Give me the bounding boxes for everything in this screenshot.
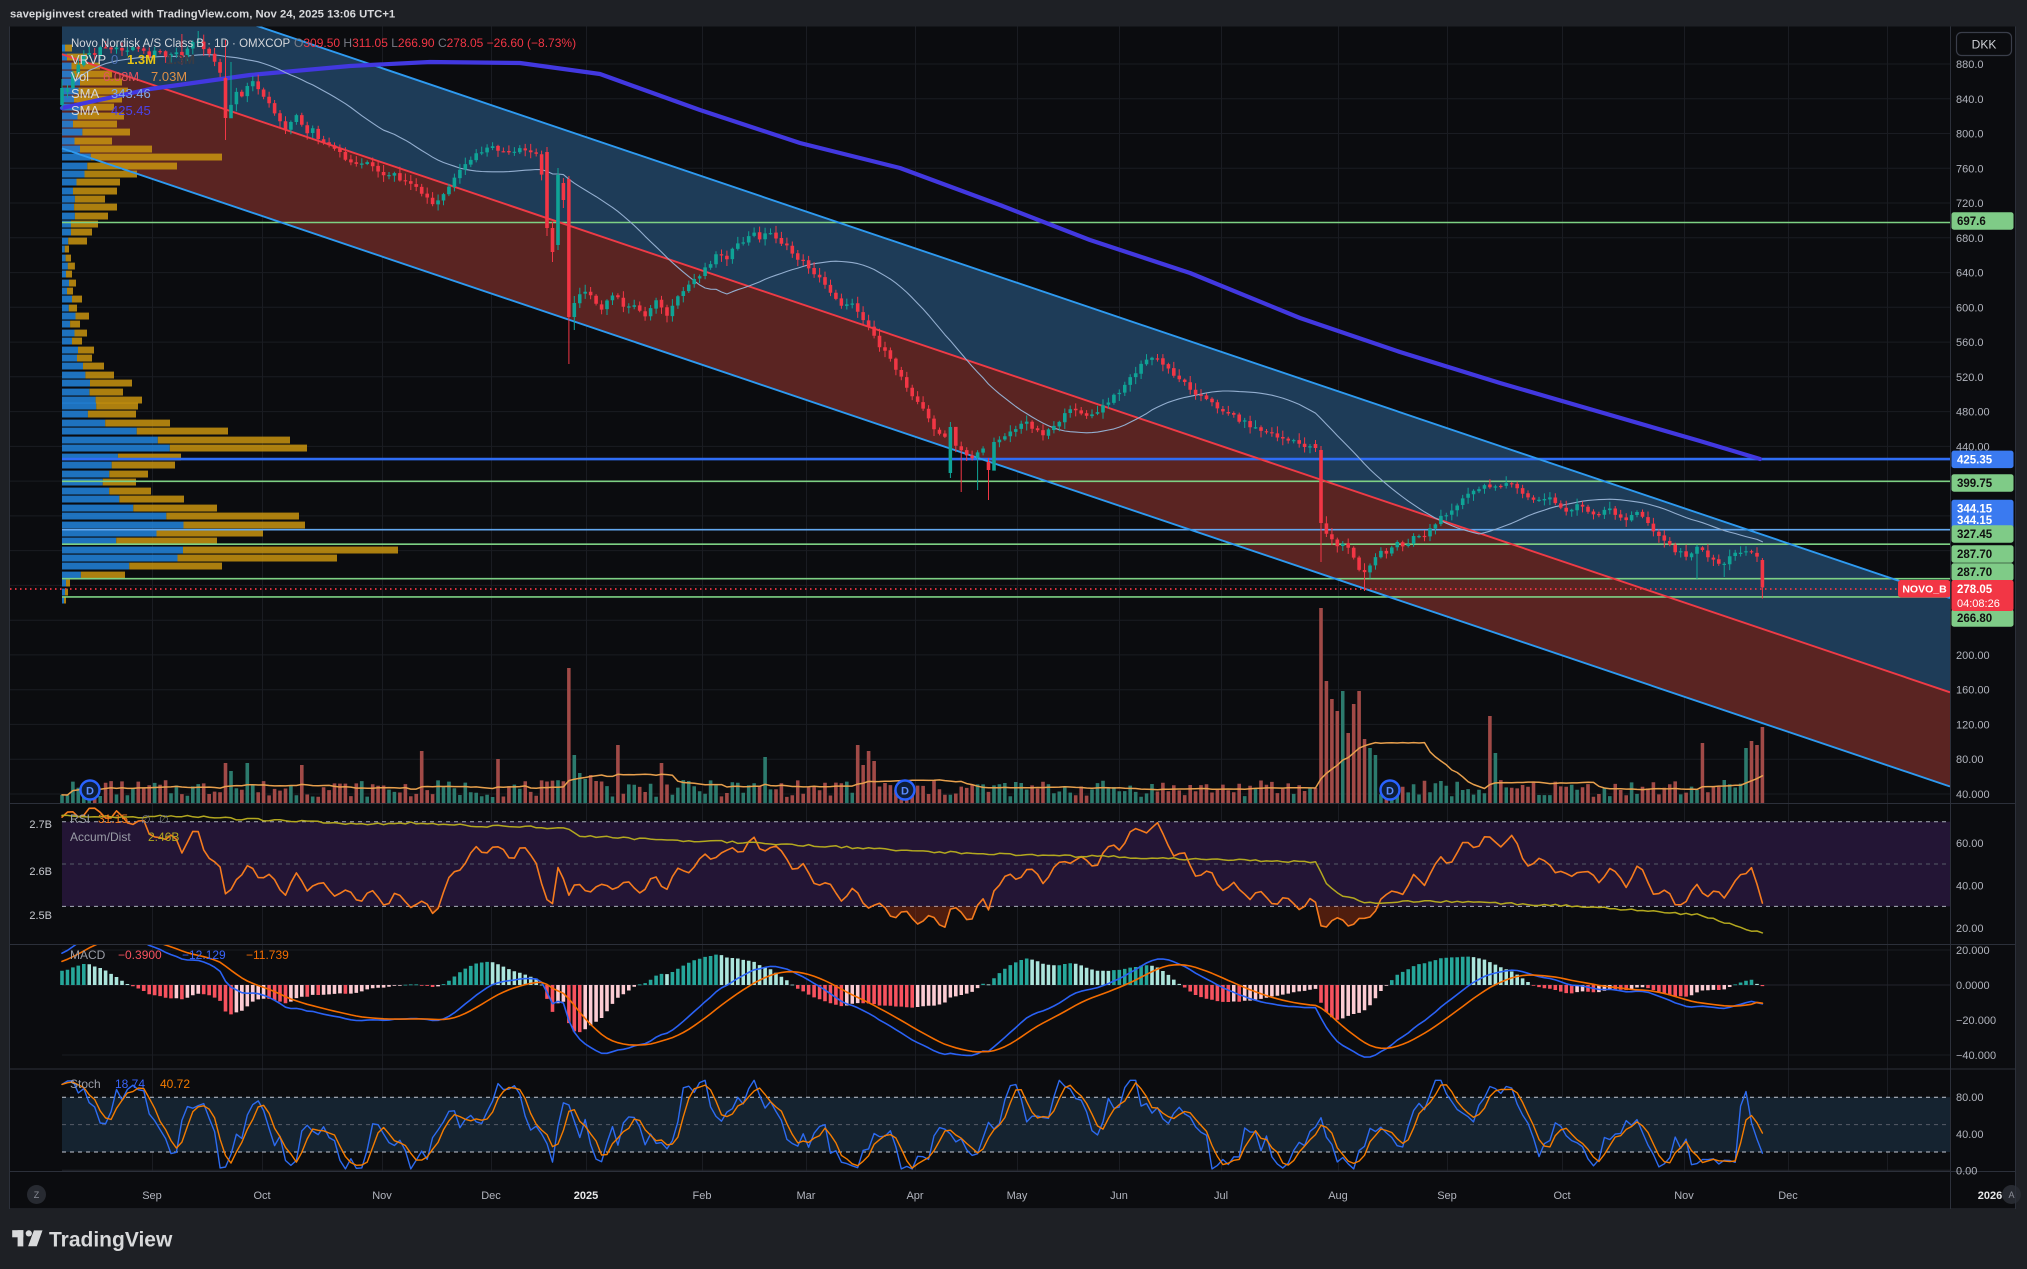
svg-text:D: D [901,786,909,798]
svg-text:560.0: 560.0 [1956,337,1984,349]
svg-text:343.46: 343.46 [111,86,151,101]
svg-text:800.0: 800.0 [1956,129,1984,141]
svg-text:O309.50 H311.05 L266.90 C278.0: O309.50 H311.05 L266.90 C278.05 −26.60 (… [294,36,576,50]
svg-text:−40.000: −40.000 [1956,1050,1996,1062]
svg-text:7.03M: 7.03M [151,69,187,84]
svg-text:60.00: 60.00 [1956,838,1984,850]
svg-text:Aug: Aug [1328,1190,1348,1202]
svg-text:2.46B: 2.46B [148,830,179,844]
svg-text:20.00: 20.00 [1956,923,1984,935]
svg-text:2.6B: 2.6B [29,866,52,878]
svg-text:∅: ∅ [159,814,169,826]
svg-text:344.15: 344.15 [1957,515,1993,527]
svg-text:160.00: 160.00 [1956,685,1990,697]
svg-text:A: A [2008,1190,2014,1200]
svg-text:Dec: Dec [1778,1190,1798,1202]
svg-text:680.0: 680.0 [1956,233,1984,245]
svg-text:287.70: 287.70 [1957,567,1992,579]
svg-text:May: May [1007,1190,1028,1202]
svg-text:Accum/Dist: Accum/Dist [70,830,131,844]
svg-text:Stoch: Stoch [70,1077,101,1091]
svg-text:∅: ∅ [141,814,151,826]
svg-text:880.0: 880.0 [1956,59,1984,71]
svg-text:18.74: 18.74 [115,1077,145,1091]
svg-text:6.08M: 6.08M [103,69,139,84]
svg-text:2025: 2025 [574,1190,598,1202]
svg-text:0.0000: 0.0000 [1956,980,1990,992]
svg-text:840.0: 840.0 [1956,94,1984,106]
svg-text:Novo Nordisk A/S Class B · 1D: Novo Nordisk A/S Class B · 1D · OMXCOP [71,38,291,50]
svg-text:278.05: 278.05 [1957,584,1993,596]
svg-text:Sep: Sep [1437,1190,1457,1202]
svg-text:287.70: 287.70 [1957,549,1992,561]
svg-text:31.15: 31.15 [98,812,128,826]
svg-text:Oct: Oct [1553,1190,1570,1202]
svg-text:697.6: 697.6 [1957,216,1986,228]
svg-text:600.0: 600.0 [1956,302,1984,314]
svg-text:480.00: 480.00 [1956,407,1990,419]
svg-text:200.00: 200.00 [1956,650,1990,662]
svg-text:Mar: Mar [797,1190,816,1202]
svg-text:2.5B: 2.5B [29,910,52,922]
svg-text:NOVO_B: NOVO_B [1902,584,1947,596]
svg-text:Z: Z [34,1190,40,1200]
svg-text:−11.739: −11.739 [246,948,289,962]
svg-text:D: D [1386,786,1394,798]
svg-text:425.35: 425.35 [1957,454,1993,466]
svg-text:SMA: SMA [71,103,100,118]
svg-text:1.3M: 1.3M [166,52,195,67]
svg-text:40.000: 40.000 [1956,789,1990,801]
svg-text:2.7B: 2.7B [29,819,52,831]
svg-text:−20.000: −20.000 [1956,1015,1996,1027]
svg-text:Apr: Apr [906,1190,923,1202]
svg-text:266.80: 266.80 [1957,613,1992,625]
svg-text:RSI: RSI [70,812,90,826]
svg-text:SMA: SMA [71,86,100,101]
svg-text:640.0: 640.0 [1956,268,1984,280]
svg-text:1.3M: 1.3M [127,52,156,67]
svg-text:80.00: 80.00 [1956,1092,1984,1104]
svg-text:440.00: 440.00 [1956,441,1990,453]
svg-text:Oct: Oct [253,1190,270,1202]
svg-text:Vol: Vol [71,69,89,84]
svg-text:425.45: 425.45 [111,103,151,118]
svg-text:−12.129: −12.129 [182,948,226,962]
svg-text:399.75: 399.75 [1957,478,1993,490]
svg-text:04:08:26: 04:08:26 [1957,598,2000,610]
svg-text:120.00: 120.00 [1956,719,1990,731]
svg-text:760.0: 760.0 [1956,163,1984,175]
svg-text:0: 0 [111,52,118,67]
svg-text:Nov: Nov [372,1190,392,1202]
svg-text:VRVP: VRVP [71,52,106,67]
svg-text:720.0: 720.0 [1956,198,1984,210]
svg-text:0.00: 0.00 [1956,1165,1977,1177]
svg-text:327.45: 327.45 [1957,529,1993,541]
svg-text:20.000: 20.000 [1956,945,1990,957]
svg-text:savepiginvest created with Tra: savepiginvest created with TradingView.c… [10,9,395,21]
svg-text:80.00: 80.00 [1956,754,1984,766]
svg-text:−0.3900: −0.3900 [118,948,162,962]
svg-text:Jul: Jul [1214,1190,1228,1202]
svg-text:Feb: Feb [693,1190,712,1202]
svg-text:344.15: 344.15 [1957,504,1993,516]
svg-text:DKK: DKK [1972,38,1997,52]
svg-text:TradingView: TradingView [49,1229,173,1252]
svg-text:40.00: 40.00 [1956,1129,1984,1141]
svg-text:40.72: 40.72 [160,1077,190,1091]
svg-text:Nov: Nov [1674,1190,1694,1202]
svg-text:520.0: 520.0 [1956,372,1984,384]
svg-text:MACD: MACD [70,948,106,962]
svg-text:Sep: Sep [142,1190,162,1202]
svg-text:Dec: Dec [481,1190,501,1202]
svg-text:D: D [86,786,94,798]
svg-text:40.00: 40.00 [1956,881,1984,893]
svg-text:2026: 2026 [1978,1190,2002,1202]
svg-text:Jun: Jun [1110,1190,1128,1202]
